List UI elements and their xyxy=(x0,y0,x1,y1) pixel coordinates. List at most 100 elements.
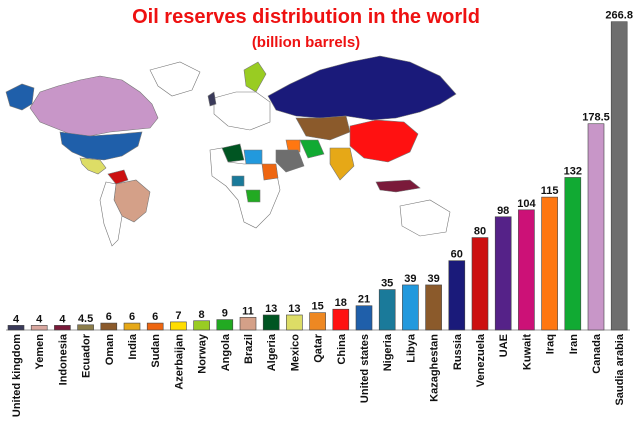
map-venezuela xyxy=(107,169,129,185)
bar-12 xyxy=(286,314,303,331)
category-label-26: Saudia arabia xyxy=(614,333,626,405)
value-label-24: 132 xyxy=(564,165,582,177)
category-label-25: Canada xyxy=(591,333,603,374)
bar-16 xyxy=(378,289,396,331)
value-label-8: 8 xyxy=(199,309,205,321)
bar-3 xyxy=(77,324,94,331)
bar-1 xyxy=(30,325,48,331)
bar-13 xyxy=(309,312,326,331)
value-label-11: 13 xyxy=(265,303,277,315)
value-label-15: 21 xyxy=(358,294,370,306)
category-label-9: Angola xyxy=(220,333,232,371)
value-label-13: 15 xyxy=(311,301,323,313)
category-label-17: Libya xyxy=(405,333,417,363)
category-label-12: Mexico xyxy=(289,334,301,372)
category-label-22: Kuwait xyxy=(521,334,533,370)
bar-17 xyxy=(402,284,419,331)
map-alaska xyxy=(5,83,35,111)
map-kazakhstan xyxy=(295,115,351,141)
category-label-1: Yemen xyxy=(34,334,46,370)
category-label-13: Qatar xyxy=(313,333,325,362)
bar-21 xyxy=(494,216,512,331)
category-label-16: Nigeria xyxy=(382,333,394,371)
map-norway xyxy=(243,61,267,93)
map-europe xyxy=(213,91,271,131)
value-label-20: 80 xyxy=(474,226,486,238)
bar-18 xyxy=(425,284,442,331)
category-label-18: Kazaghestan xyxy=(429,334,441,402)
value-label-23: 115 xyxy=(541,185,559,197)
value-label-7: 7 xyxy=(175,310,181,322)
bar-19 xyxy=(448,260,466,331)
map-usa xyxy=(59,131,143,161)
map-russia xyxy=(267,55,457,121)
value-label-19: 60 xyxy=(451,249,463,261)
category-label-21: UAE xyxy=(498,334,510,357)
category-label-23: Iraq xyxy=(545,334,557,354)
category-label-20: Venezuela xyxy=(475,333,487,387)
category-label-19: Russia xyxy=(452,333,464,370)
bar-9 xyxy=(216,319,234,331)
value-label-4: 6 xyxy=(106,311,112,323)
value-label-21: 98 xyxy=(497,205,509,217)
value-label-9: 9 xyxy=(222,308,228,320)
chart-subtitle: (billion barrels) xyxy=(251,34,361,51)
map-angola xyxy=(245,189,261,203)
map-saudi xyxy=(275,149,305,173)
value-label-3: 4.5 xyxy=(78,313,93,325)
value-label-25: 178.5 xyxy=(582,112,610,124)
value-label-1: 4 xyxy=(36,313,43,325)
category-label-6: Sudan xyxy=(150,334,162,368)
map-india xyxy=(329,147,355,181)
value-label-2: 4 xyxy=(59,313,66,325)
bar-25 xyxy=(587,123,605,331)
value-label-22: 104 xyxy=(517,198,536,210)
value-label-18: 39 xyxy=(427,273,439,285)
map-uk xyxy=(207,91,217,107)
map-iraq xyxy=(285,139,301,153)
bar-6 xyxy=(146,322,164,331)
bar-4 xyxy=(100,322,118,331)
map-indonesia xyxy=(375,179,421,193)
bar-23 xyxy=(541,196,558,331)
category-label-24: Iran xyxy=(568,334,580,354)
map-africa xyxy=(209,147,281,229)
bar-26 xyxy=(610,21,628,331)
value-label-17: 39 xyxy=(404,273,416,285)
value-label-14: 18 xyxy=(335,297,347,309)
map-nigeria xyxy=(231,175,245,187)
map-australia xyxy=(399,199,451,237)
category-label-4: Oman xyxy=(104,334,116,365)
map-iran xyxy=(299,139,325,159)
map-mexico xyxy=(79,157,107,175)
category-label-11: Algeria xyxy=(266,333,278,371)
category-label-10: Brazil xyxy=(243,334,255,364)
chart-title: Oil reserves distribution in the world xyxy=(132,6,480,28)
bar-15 xyxy=(355,305,373,331)
bar-2 xyxy=(54,325,71,331)
value-label-0: 4 xyxy=(13,313,20,325)
value-label-12: 13 xyxy=(288,303,300,315)
value-label-26: 266.8 xyxy=(605,10,633,22)
value-label-6: 6 xyxy=(152,311,158,323)
bar-24 xyxy=(564,177,582,331)
map-china xyxy=(349,119,419,163)
category-label-7: Azerbaijan xyxy=(173,334,185,390)
map-sudan xyxy=(261,163,279,181)
category-label-8: Norway xyxy=(197,333,209,374)
bar-14 xyxy=(332,308,350,331)
bar-20 xyxy=(471,237,489,331)
map-libya xyxy=(243,149,263,165)
bar-0 xyxy=(7,325,25,331)
category-label-14: China xyxy=(336,333,348,364)
category-label-5: India xyxy=(127,333,139,360)
bar-10 xyxy=(239,316,257,331)
category-label-0: United kingdom xyxy=(11,334,23,417)
bar-7 xyxy=(170,321,187,331)
category-label-3: Ecuador xyxy=(81,333,93,378)
bar-22 xyxy=(518,209,535,331)
world-map-icon xyxy=(5,55,457,247)
category-label-2: Indonesia xyxy=(57,333,69,385)
category-label-15: United states xyxy=(359,334,371,403)
